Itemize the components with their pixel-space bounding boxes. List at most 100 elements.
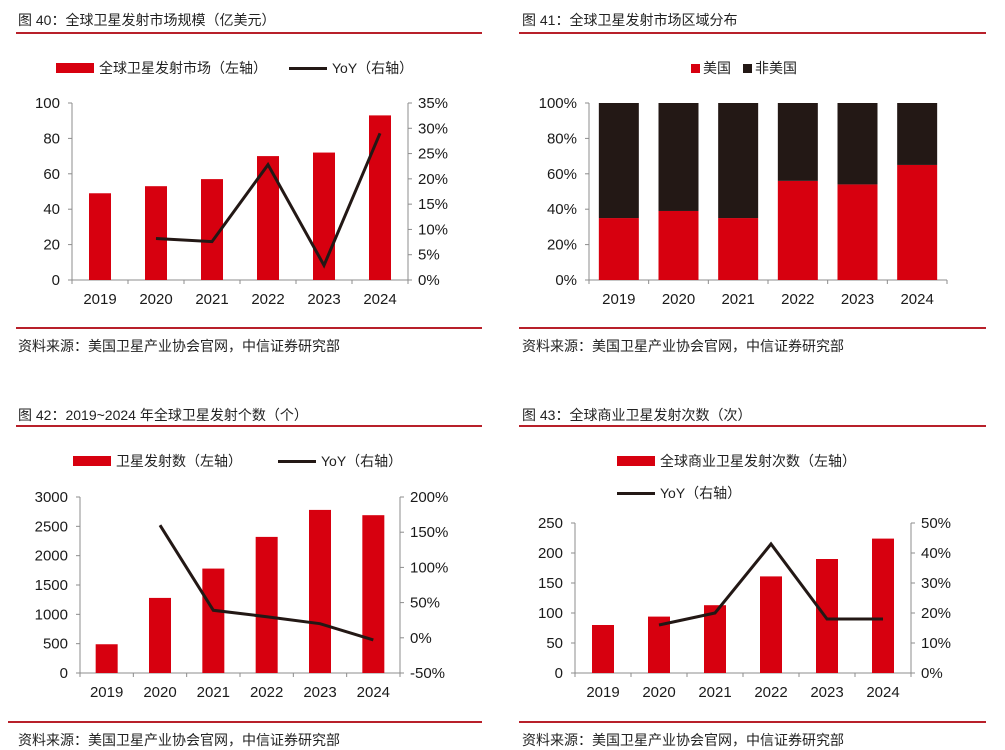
fig42-right-tick-label: 100% xyxy=(410,559,448,576)
fig40-x-tick-label: 2019 xyxy=(83,291,116,308)
fig43-bar xyxy=(816,559,838,673)
fig41-bar-us xyxy=(837,184,878,280)
fig42-right-tick-label: 150% xyxy=(410,524,448,541)
fig41-x-tick-label: 2024 xyxy=(900,291,933,308)
fig41-legend-us: 美国 xyxy=(691,58,731,78)
fig43-x-tick-label: 2022 xyxy=(754,684,787,701)
fig40-title-rule xyxy=(16,32,482,34)
fig42-left-tick-label: 1500 xyxy=(35,577,68,594)
fig42-source-rule-full xyxy=(16,721,482,723)
fig42-left-tick-label: 500 xyxy=(43,636,68,653)
fig40-legend-bar-swatch xyxy=(56,63,94,73)
fig42-right-tick-label: 200% xyxy=(410,489,448,506)
fig40-left-tick-label: 20 xyxy=(43,237,60,254)
fig41-x-tick-label: 2019 xyxy=(602,291,635,308)
fig40-bar xyxy=(313,152,335,280)
fig42-legend: 卫星发射数（左轴） YoY（右轴） xyxy=(73,451,424,471)
fig42-legend-bar-label: 卫星发射数（左轴） xyxy=(116,453,242,469)
fig42-bar xyxy=(309,509,331,673)
fig43-legend-line-swatch xyxy=(617,491,655,495)
fig41-bar-non-us xyxy=(837,103,878,185)
fig42-x-tick-label: 2022 xyxy=(250,684,283,701)
fig42-left-tick-label: 1000 xyxy=(35,606,68,623)
fig41-legend-us-label: 美国 xyxy=(703,60,731,76)
fig41-bar-non-us xyxy=(897,103,938,165)
fig41-x-tick-label: 2022 xyxy=(781,291,814,308)
fig40-legend-bar-label: 全球卫星发射市场（左轴） xyxy=(99,60,267,76)
fig43-left-tick-label: 150 xyxy=(538,575,563,592)
fig40-source: 资料来源：美国卫星产业协会官网，中信证券研究部 xyxy=(18,338,340,354)
fig43-legend-bar-label: 全球商业卫星发射次数（左轴） xyxy=(660,453,856,469)
fig41-left-tick-label: 20% xyxy=(547,237,577,254)
fig42-right-tick-label: 0% xyxy=(410,630,432,647)
fig42-title: 图 42：2019~2024 年全球卫星发射个数（个） xyxy=(18,407,308,423)
fig40-x-tick-label: 2020 xyxy=(139,291,172,308)
fig41-left-tick-label: 60% xyxy=(547,166,577,183)
fig42-x-tick-label: 2019 xyxy=(90,684,123,701)
fig40-source-rule xyxy=(16,327,482,329)
fig41-legend-nonus-swatch xyxy=(743,63,752,73)
fig42-bar xyxy=(149,597,171,673)
fig42-bar xyxy=(95,644,118,673)
fig40-x-tick-label: 2021 xyxy=(195,291,228,308)
fig41-legend: 美国 非美国 xyxy=(691,58,819,78)
fig43-right-tick-label: 10% xyxy=(921,635,951,652)
fig43-right-tick-label: 0% xyxy=(921,665,943,682)
fig42-x-tick-label: 2020 xyxy=(143,684,176,701)
fig41-bar-non-us xyxy=(598,103,639,219)
fig41-bar-us xyxy=(718,218,759,280)
fig43-x-tick-label: 2024 xyxy=(866,684,899,701)
fig41-left-tick-label: 40% xyxy=(547,201,577,218)
fig43-left-tick-label: 50 xyxy=(546,635,563,652)
fig41-title: 图 41：全球卫星发射市场区域分布 xyxy=(522,12,738,28)
fig40-bar xyxy=(369,115,391,280)
fig43-title: 图 43：全球商业卫星发射次数（次） xyxy=(522,407,752,423)
fig40-right-tick-label: 20% xyxy=(418,171,448,188)
fig41-bar-us xyxy=(777,180,818,280)
fig42-legend-bar-swatch xyxy=(73,456,111,466)
fig40-left-tick-label: 100 xyxy=(35,95,60,112)
fig41-title-rule xyxy=(519,32,986,34)
fig40-legend-line: YoY（右轴） xyxy=(289,58,413,78)
fig43-source: 资料来源：美国卫星产业协会官网，中信证券研究部 xyxy=(522,732,844,748)
fig40-x-tick-label: 2024 xyxy=(363,291,396,308)
fig41-left-tick-label: 0% xyxy=(555,272,577,289)
fig41-bar-non-us xyxy=(658,103,699,211)
fig43-right-tick-label: 30% xyxy=(921,575,951,592)
fig42-right-tick-label: 50% xyxy=(410,595,440,612)
fig40-right-tick-label: 35% xyxy=(418,95,448,112)
fig40-left-tick-label: 60 xyxy=(43,166,60,183)
fig42-source: 资料来源：美国卫星产业协会官网，中信证券研究部 xyxy=(18,732,340,748)
fig40-legend-line-label: YoY（右轴） xyxy=(332,60,414,76)
fig41-legend-us-swatch xyxy=(691,63,700,73)
fig43-bar xyxy=(592,625,614,673)
fig42-legend-line-swatch xyxy=(278,459,316,463)
fig41-bar-non-us xyxy=(777,103,818,181)
fig41-bar-non-us xyxy=(718,103,759,219)
fig41-bar-us xyxy=(658,210,699,280)
fig43-x-tick-label: 2021 xyxy=(698,684,731,701)
fig40-bar xyxy=(89,193,111,280)
fig43-legend-line-label: YoY（右轴） xyxy=(660,485,742,501)
fig43-legend: 全球商业卫星发射次数（左轴） YoY（右轴） xyxy=(617,451,878,503)
fig41-x-tick-label: 2023 xyxy=(841,291,874,308)
fig41-legend-nonus: 非美国 xyxy=(743,58,797,78)
fig42-legend-bar: 卫星发射数（左轴） xyxy=(73,451,242,471)
fig40-right-tick-label: 30% xyxy=(418,120,448,137)
fig43-right-tick-label: 40% xyxy=(921,545,951,562)
fig40-left-tick-label: 80 xyxy=(43,130,60,147)
fig42-legend-line: YoY（右轴） xyxy=(278,451,402,471)
fig41-left-tick-label: 80% xyxy=(547,130,577,147)
fig43-bar xyxy=(760,576,782,673)
fig43-legend-line: YoY（右轴） xyxy=(617,483,741,503)
fig40-legend: 全球卫星发射市场（左轴） YoY（右轴） xyxy=(56,58,435,78)
fig41-source-rule xyxy=(519,327,986,329)
fig42-title-rule xyxy=(16,425,482,427)
fig42-x-tick-label: 2023 xyxy=(303,684,336,701)
fig42-left-tick-label: 3000 xyxy=(35,489,68,506)
fig40-right-tick-label: 0% xyxy=(418,272,440,289)
fig43-x-tick-label: 2019 xyxy=(586,684,619,701)
